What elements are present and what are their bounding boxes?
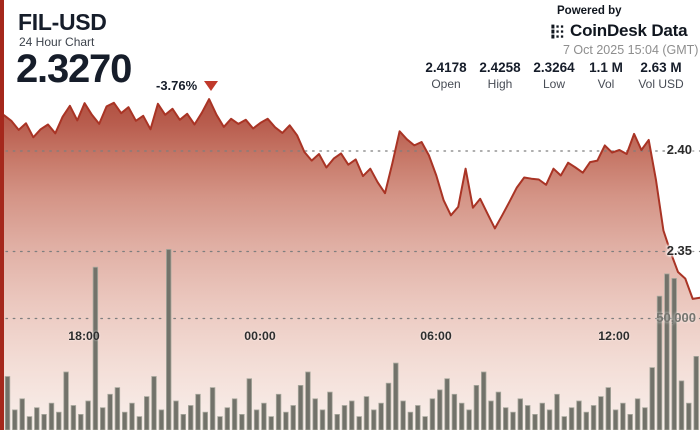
brand-row[interactable]: CoinDesk Data (551, 21, 688, 41)
stat-label: Vol (597, 77, 615, 91)
change-percent: -3.76% (156, 78, 198, 93)
stat-value: 2.3264 (533, 60, 575, 75)
current-price: 2.3270 (16, 47, 132, 91)
stat-label: Open (431, 77, 461, 91)
coindesk-logo-icon (551, 24, 564, 38)
timestamp: 7 Oct 2025 15:04 (GMT) (563, 43, 699, 57)
symbol-title: FIL-USD (18, 9, 107, 35)
stat-label: High (487, 77, 513, 91)
powered-by-label: Powered by (557, 5, 622, 17)
stat-high: 2.4258 High (474, 60, 526, 91)
stat-vol-usd: 2.63 M Vol USD (632, 60, 690, 91)
stat-label: Vol USD (638, 77, 684, 91)
down-triangle-icon (204, 80, 219, 91)
stats-row: 2.4178 Open 2.4258 High 2.3264 Low 1.1 M Vol 2.6… (420, 60, 692, 91)
stat-open: 2.4178 Open (420, 60, 472, 91)
price-change: -3.76% (156, 78, 219, 93)
stat-value: 2.4258 (479, 60, 521, 75)
left-accent-bar (0, 0, 4, 430)
stat-low: 2.3264 Low (528, 60, 580, 91)
brand-name: CoinDesk Data (570, 21, 688, 40)
stat-value: 2.63 M (640, 60, 682, 75)
stat-vol: 1.1 M Vol (582, 60, 630, 91)
stat-label: Low (542, 77, 565, 91)
chart-subtitle: 24 Hour Chart (19, 35, 95, 49)
stat-value: 2.4178 (425, 60, 467, 75)
stat-value: 1.1 M (589, 60, 623, 75)
